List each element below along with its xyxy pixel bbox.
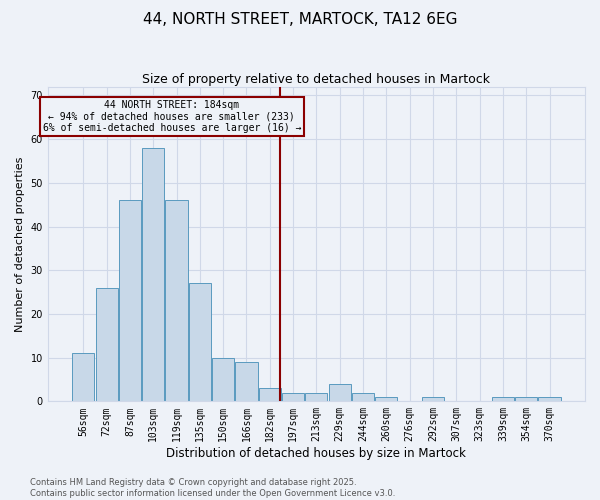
Bar [189, 284, 211, 402]
Bar [235, 362, 257, 402]
Bar [212, 358, 234, 402]
Text: Contains HM Land Registry data © Crown copyright and database right 2025.
Contai: Contains HM Land Registry data © Crown c… [30, 478, 395, 498]
Bar [95, 288, 118, 402]
Bar [142, 148, 164, 402]
Bar [259, 388, 281, 402]
Bar [538, 397, 560, 402]
Bar [305, 392, 328, 402]
Bar [329, 384, 351, 402]
Bar [352, 392, 374, 402]
Text: 44 NORTH STREET: 184sqm
← 94% of detached houses are smaller (233)
6% of semi-de: 44 NORTH STREET: 184sqm ← 94% of detache… [43, 100, 301, 133]
Bar [166, 200, 188, 402]
X-axis label: Distribution of detached houses by size in Martock: Distribution of detached houses by size … [166, 447, 466, 460]
Title: Size of property relative to detached houses in Martock: Size of property relative to detached ho… [142, 72, 490, 86]
Bar [515, 397, 537, 402]
Bar [72, 354, 94, 402]
Bar [492, 397, 514, 402]
Text: 44, NORTH STREET, MARTOCK, TA12 6EG: 44, NORTH STREET, MARTOCK, TA12 6EG [143, 12, 457, 28]
Y-axis label: Number of detached properties: Number of detached properties [15, 156, 25, 332]
Bar [119, 200, 141, 402]
Bar [422, 397, 444, 402]
Bar [375, 397, 397, 402]
Bar [282, 392, 304, 402]
